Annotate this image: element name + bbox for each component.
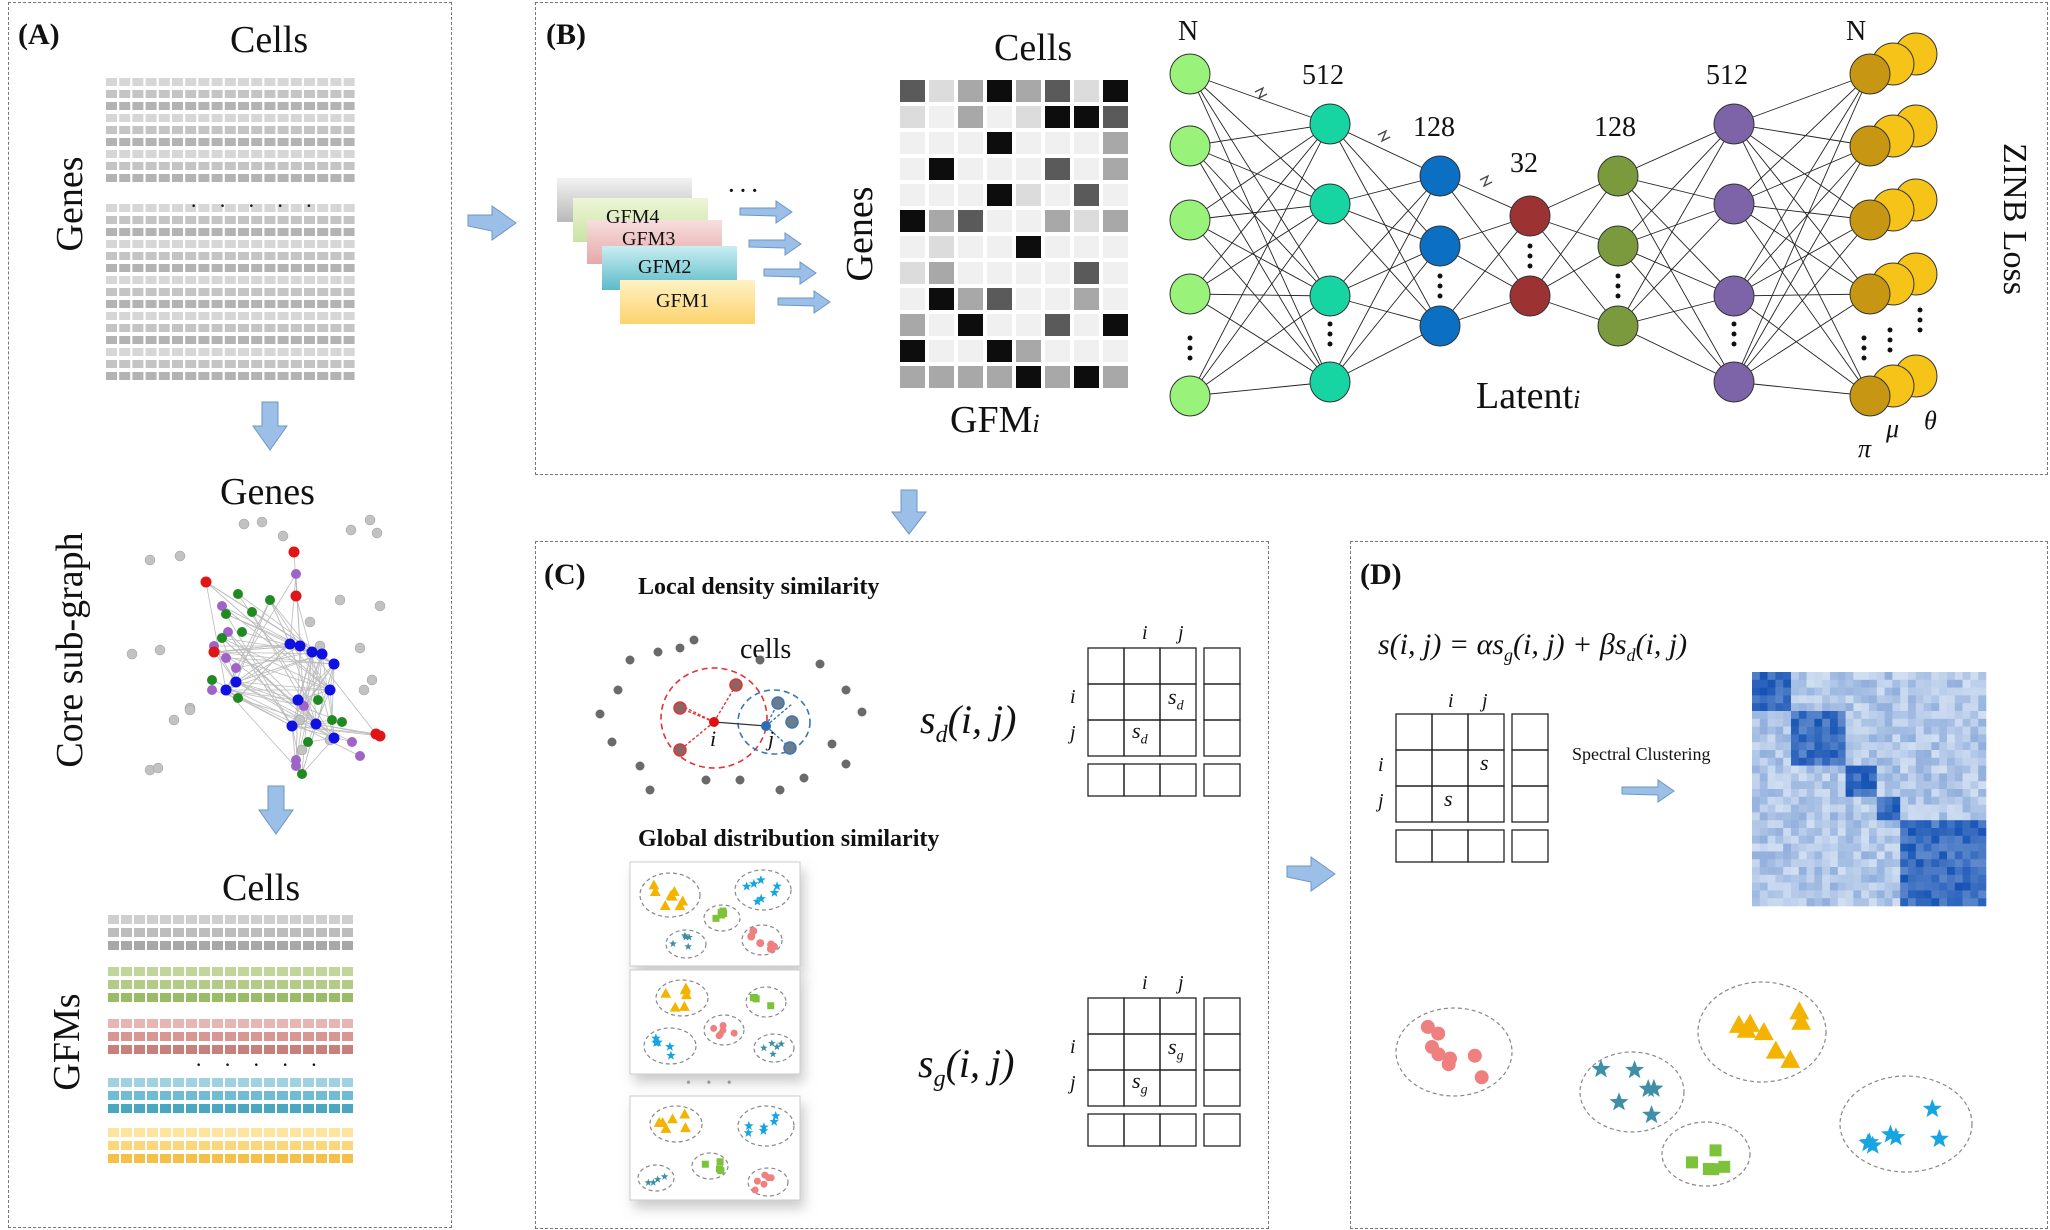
gfm-matrix-dots: · · · · · <box>195 1052 326 1077</box>
sd-matrix-row-i: i <box>1070 686 1076 708</box>
sg-formula: sg(i, j) <box>918 1041 1015 1092</box>
sg-matrix-col-j: j <box>1178 972 1184 994</box>
latent-label: Latenti <box>1476 375 1581 417</box>
panel-a-cells-title: Cells <box>230 19 309 61</box>
panel-d-label: (D) <box>1360 558 1402 591</box>
layer-size-dec2: 512 <box>1706 60 1748 91</box>
dropout-icon <box>1254 86 1493 188</box>
gfm-cells-title: Cells <box>222 867 301 909</box>
layer-size-input: N <box>1178 16 1199 47</box>
d-matrix-row-j: j <box>1378 790 1384 812</box>
spectral-clustering-label: Spectral Clustering <box>1572 744 1711 764</box>
sd-matrix-row-j: j <box>1070 722 1076 744</box>
down-arrow-icon <box>258 785 294 835</box>
d-matrix-col-i: i <box>1448 690 1454 712</box>
local-density-title: Local density similarity <box>638 574 880 600</box>
sg-matrix-row-j: j <box>1070 1072 1076 1094</box>
combined-similarity-equation: s(i, j) = αsg(i, j) + βsd(i, j) <box>1378 628 1688 665</box>
layer-size-dec1: 128 <box>1594 112 1636 143</box>
param-theta: θ <box>1924 406 1937 435</box>
panel-c-label: (C) <box>544 558 586 591</box>
sd-matrix-col-j: j <box>1178 622 1184 644</box>
down-arrow-icon <box>252 401 288 451</box>
panel-a-label: (A) <box>18 18 60 51</box>
sheet-dots: • • • <box>686 1076 738 1091</box>
point-j-label: j <box>768 726 775 751</box>
gfm-label-4: GFM4 <box>606 206 660 228</box>
core-graph-title: Genes <box>220 471 315 513</box>
d-matrix-cell-upper: s <box>1480 750 1489 775</box>
gfm-label-3: GFM3 <box>622 228 676 250</box>
right-arrow-icon <box>467 205 517 241</box>
sd-matrix-cell-lower: sd <box>1132 718 1148 748</box>
d-matrix-col-j: j <box>1482 690 1488 712</box>
layer-size-latent: 32 <box>1510 148 1538 179</box>
panel-d <box>1350 541 2048 1229</box>
gfm-label-2: GFM2 <box>638 256 692 278</box>
param-pi: π <box>1858 434 1872 463</box>
cells-scatter-label: cells <box>740 634 792 665</box>
d-matrix-cell-lower: s <box>1444 786 1453 811</box>
panel-a <box>8 2 452 1228</box>
right-arrow-icon <box>1621 779 1675 803</box>
gfm-stack-ellipsis: · · · <box>728 180 759 202</box>
gfm-matrix-caption: GFMi <box>950 399 1040 441</box>
sg-matrix-cell-lower: sg <box>1132 1068 1148 1098</box>
layer-size-enc1: 512 <box>1302 60 1344 91</box>
panel-b <box>535 2 2048 475</box>
panel-b-label: (B) <box>546 18 586 51</box>
d-matrix-row-i: i <box>1378 754 1384 776</box>
gfm-matrix-cells-title: Cells <box>994 27 1073 69</box>
point-i-label: i <box>710 726 717 751</box>
layer-size-enc2: 128 <box>1413 112 1455 143</box>
matrix-a-dots: · · · · · <box>190 193 321 218</box>
sd-matrix-col-i: i <box>1142 622 1148 644</box>
gfm-label-1: GFM1 <box>656 290 710 312</box>
sd-formula: sd(i, j) <box>920 697 1017 748</box>
down-arrow-icon <box>890 489 928 535</box>
sg-matrix-col-i: i <box>1142 972 1148 994</box>
param-mu: μ <box>1886 414 1900 443</box>
sd-matrix-cell-upper: sd <box>1168 684 1184 714</box>
panel-c <box>535 541 1269 1229</box>
right-arrow-icon <box>1286 856 1336 892</box>
sg-matrix-row-i: i <box>1070 1036 1076 1058</box>
global-distribution-title: Global distribution similarity <box>638 826 940 852</box>
layer-size-output: N <box>1846 16 1867 47</box>
sg-matrix-cell-upper: sg <box>1168 1034 1184 1064</box>
